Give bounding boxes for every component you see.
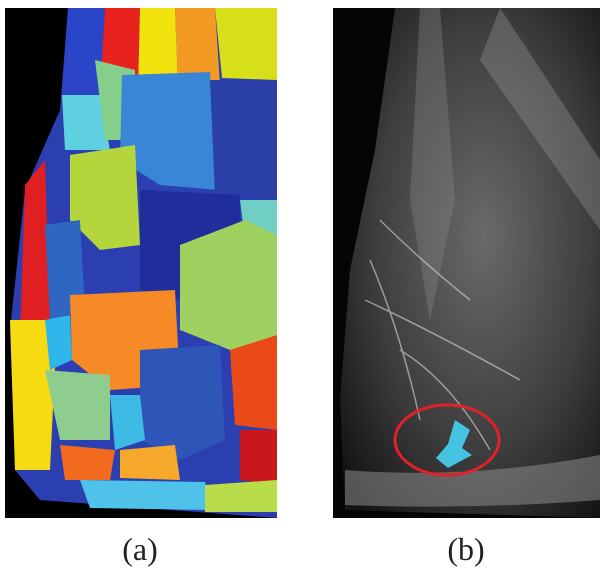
panel-label: (b) bbox=[447, 531, 484, 567]
image-region bbox=[80, 480, 210, 510]
panel-a bbox=[5, 8, 277, 518]
image-region bbox=[110, 395, 145, 450]
image-region bbox=[240, 430, 277, 485]
panel-label: (a) bbox=[122, 531, 158, 567]
image-region bbox=[230, 335, 277, 430]
image-region bbox=[210, 80, 277, 200]
image-region bbox=[60, 445, 115, 480]
panel-b bbox=[333, 8, 600, 518]
figure: (a) (b) bbox=[0, 0, 600, 580]
image-region bbox=[205, 480, 277, 512]
image-region bbox=[180, 220, 277, 350]
image-region bbox=[120, 445, 180, 480]
image-region bbox=[140, 345, 225, 460]
image-region bbox=[215, 8, 277, 80]
